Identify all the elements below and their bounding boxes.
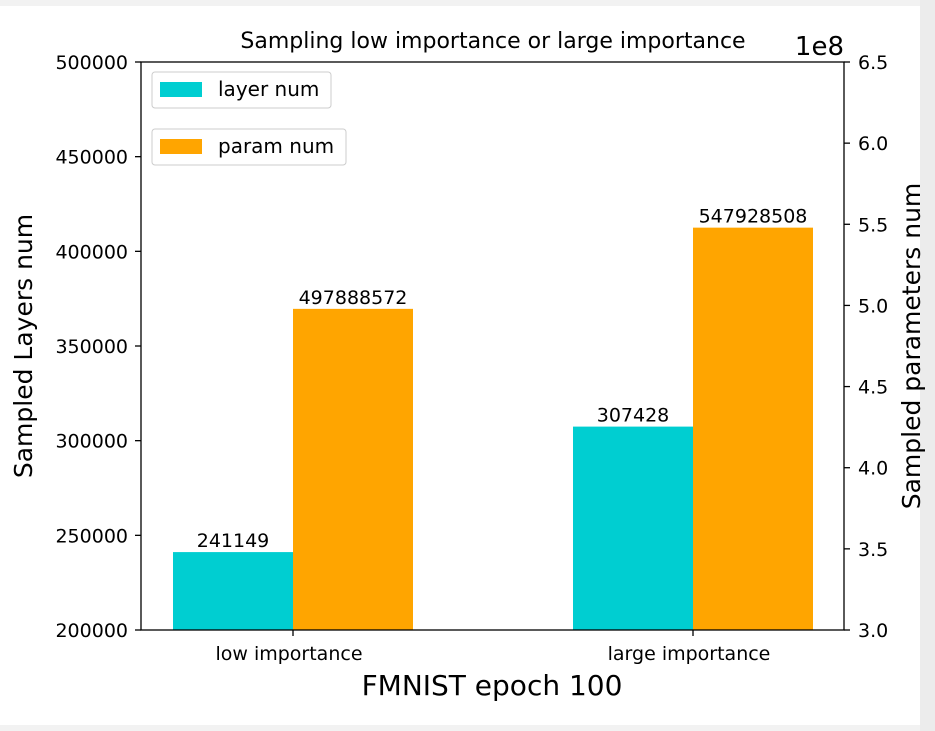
legend-swatch-layer-num	[160, 82, 202, 97]
bar-value-label-param-num-large-importance: 547928508	[699, 206, 808, 228]
left-tick-label: 250000	[55, 525, 128, 547]
left-axis-label: Sampled Layers num	[9, 214, 38, 478]
right-tick-label: 5.5	[858, 214, 888, 236]
right-tick-label: 6.5	[858, 52, 888, 74]
bar-value-label-param-num-low-importance: 497888572	[299, 287, 408, 309]
legend-label-layer-num: layer num	[218, 77, 319, 101]
legend-swatch-param-num	[160, 139, 202, 154]
right-tick-label: 3.5	[858, 539, 888, 561]
bar-value-labels: 241149 307428 497888572 547928508	[197, 206, 808, 552]
x-axis-ticks: low importance large importance	[215, 630, 770, 665]
left-axis-ticks: 200000 250000 300000 350000 400000 450000 5000…	[55, 52, 141, 642]
x-tick-label: low importance	[215, 643, 362, 665]
bar-param-num-low-importance	[293, 308, 413, 630]
chart-title: Sampling low importance or large importa…	[240, 29, 745, 54]
x-tick-label: large importance	[608, 643, 771, 665]
legend-layer-num: layer num	[151, 71, 332, 109]
right-edge-shadow	[920, 0, 935, 731]
right-axis-ticks: 3.0 3.5 4.0 4.5 5.0 5.5 6.0 6.5	[844, 52, 888, 642]
right-tick-label: 4.0	[858, 458, 888, 480]
bar-layer-num-large-importance	[573, 426, 693, 630]
legend-param-num: param num	[151, 128, 347, 166]
right-axis-label: Sampled parameters num	[897, 183, 926, 510]
bar-value-label-layer-num-low-importance: 241149	[197, 530, 270, 552]
left-tick-label: 500000	[55, 52, 128, 74]
bar-layer-num-low-importance	[173, 552, 293, 630]
bars-layer	[173, 227, 813, 630]
left-tick-label: 450000	[55, 147, 128, 169]
legend-box-layer-num	[151, 71, 332, 109]
left-tick-label: 300000	[55, 431, 128, 453]
x-axis-label: FMNIST epoch 100	[362, 669, 623, 702]
legend-label-param-num: param num	[218, 134, 334, 158]
left-tick-label: 350000	[55, 336, 128, 358]
right-tick-label: 3.0	[858, 620, 888, 642]
right-tick-label: 6.0	[858, 133, 888, 155]
right-tick-label: 5.0	[858, 295, 888, 317]
bar-value-label-layer-num-large-importance: 307428	[597, 405, 670, 427]
left-tick-label: 400000	[55, 241, 128, 263]
left-tick-label: 200000	[55, 620, 128, 642]
bar-param-num-large-importance	[693, 227, 813, 630]
legend-box-param-num	[151, 128, 347, 166]
right-axis-offset-text: 1e8	[795, 32, 844, 62]
right-tick-label: 4.5	[858, 377, 888, 399]
